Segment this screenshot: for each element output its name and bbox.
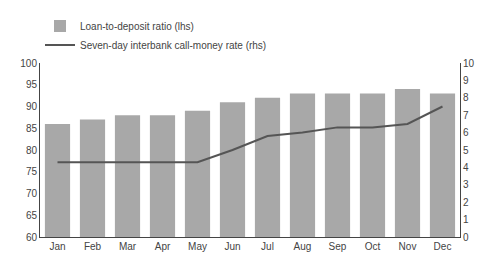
svg-text:Mar: Mar — [119, 241, 137, 252]
svg-text:Feb: Feb — [84, 241, 102, 252]
svg-text:7: 7 — [463, 110, 469, 121]
svg-text:0: 0 — [463, 232, 469, 243]
svg-text:1: 1 — [463, 214, 469, 225]
svg-text:9: 9 — [463, 75, 469, 86]
svg-text:Aug: Aug — [294, 241, 312, 252]
svg-text:65: 65 — [26, 210, 38, 221]
svg-text:60: 60 — [26, 232, 38, 243]
svg-text:Apr: Apr — [155, 241, 171, 252]
svg-text:100: 100 — [20, 58, 37, 69]
svg-text:Jan: Jan — [49, 241, 65, 252]
svg-text:May: May — [188, 241, 207, 252]
svg-text:75: 75 — [26, 166, 38, 177]
svg-text:Dec: Dec — [434, 241, 452, 252]
svg-text:2: 2 — [463, 197, 469, 208]
svg-text:Jun: Jun — [224, 241, 240, 252]
svg-text:Loan-to-deposit ratio (lhs): Loan-to-deposit ratio (lhs) — [80, 21, 194, 32]
svg-text:Oct: Oct — [365, 241, 381, 252]
svg-text:95: 95 — [26, 79, 38, 90]
svg-text:Sep: Sep — [329, 241, 347, 252]
svg-text:5: 5 — [463, 145, 469, 156]
svg-text:80: 80 — [26, 145, 38, 156]
svg-text:90: 90 — [26, 101, 38, 112]
svg-text:Seven-day interbank call-money: Seven-day interbank call-money rate (rhs… — [80, 40, 266, 51]
svg-text:3: 3 — [463, 179, 469, 190]
svg-text:Jul: Jul — [261, 241, 274, 252]
svg-text:70: 70 — [26, 188, 38, 199]
svg-text:6: 6 — [463, 127, 469, 138]
svg-text:4: 4 — [463, 162, 469, 173]
svg-text:Nov: Nov — [399, 241, 417, 252]
svg-text:8: 8 — [463, 92, 469, 103]
svg-text:10: 10 — [463, 58, 475, 69]
svg-text:85: 85 — [26, 123, 38, 134]
